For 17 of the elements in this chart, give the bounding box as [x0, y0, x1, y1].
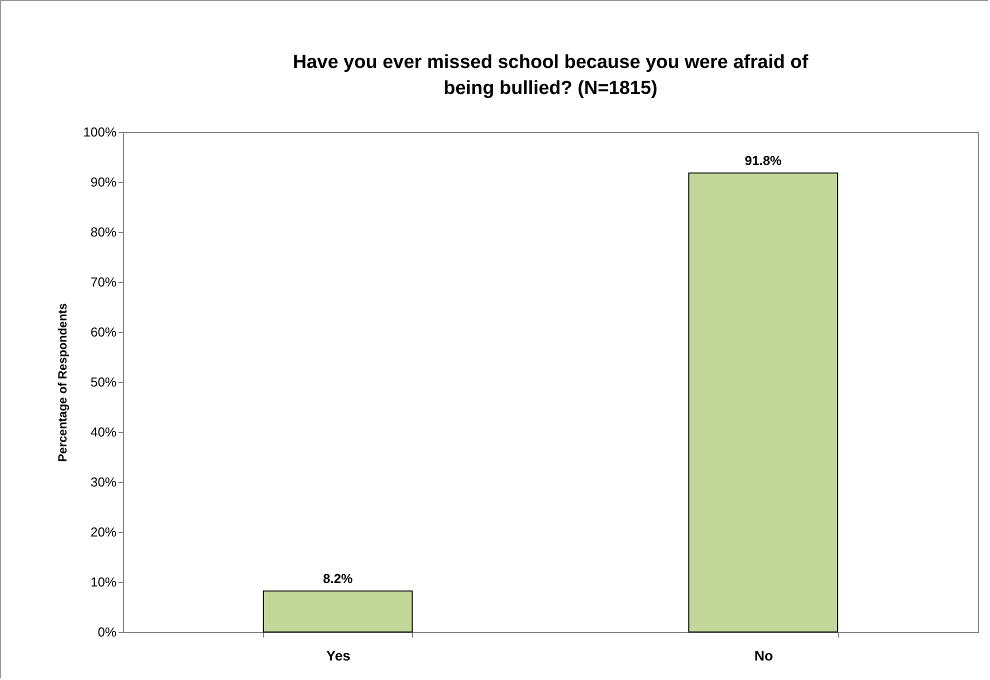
y-tick-label: 90%	[90, 174, 117, 190]
data-label: 91.8%	[744, 153, 782, 168]
y-tick-label: 70%	[90, 274, 117, 290]
y-tick-label: 30%	[90, 474, 117, 490]
y-tick-label: 100%	[83, 124, 117, 140]
y-tick-label: 10%	[90, 574, 117, 590]
y-tick-label: 20%	[90, 524, 117, 540]
y-tick-label: 40%	[90, 424, 117, 440]
y-axis-title: Percentage of Respondents	[55, 302, 70, 462]
y-tick-label: 60%	[90, 324, 117, 340]
y-tick-label: 80%	[90, 224, 117, 240]
data-label: 8.2%	[322, 571, 354, 586]
x-tick-label: Yes	[326, 648, 351, 664]
chart-title: Have you ever missed school because you were afraid of being bullied? (N=1815)	[292, 52, 809, 99]
x-tick-label: No	[754, 648, 774, 664]
y-tick-label: 0%	[98, 624, 117, 640]
y-tick-label: 50%	[90, 374, 117, 390]
